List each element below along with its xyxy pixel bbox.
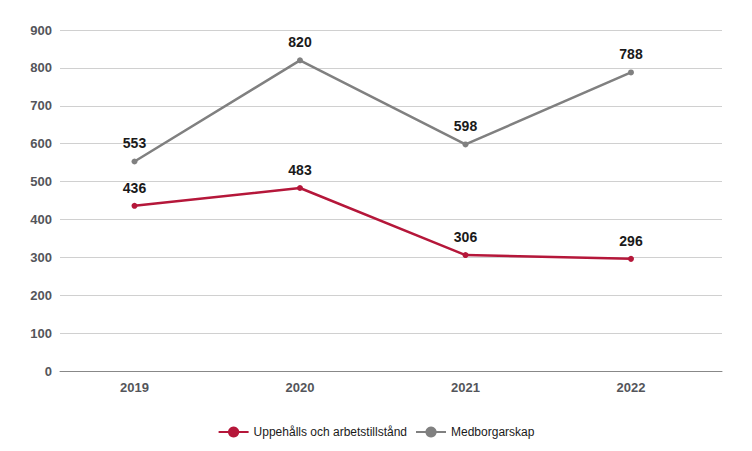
svg-text:820: 820 [288,34,312,50]
svg-text:0: 0 [45,364,52,379]
svg-text:436: 436 [123,180,147,196]
svg-text:800: 800 [30,60,52,75]
svg-text:900: 900 [30,23,52,38]
svg-text:296: 296 [619,233,643,249]
svg-text:2021: 2021 [451,380,480,395]
svg-text:Medborgarskap: Medborgarskap [451,425,535,439]
svg-text:306: 306 [454,229,478,245]
svg-text:600: 600 [30,136,52,151]
svg-text:Uppehålls och arbetstillstånd: Uppehålls och arbetstillstånd [254,425,407,439]
svg-text:100: 100 [30,326,52,341]
svg-text:598: 598 [454,118,478,134]
svg-text:788: 788 [619,46,643,62]
svg-text:500: 500 [30,174,52,189]
svg-text:200: 200 [30,288,52,303]
svg-text:2019: 2019 [120,380,149,395]
svg-text:553: 553 [123,135,147,151]
svg-text:2022: 2022 [617,380,646,395]
svg-text:300: 300 [30,250,52,265]
svg-text:483: 483 [288,162,312,178]
svg-text:700: 700 [30,98,52,113]
svg-text:2020: 2020 [286,380,315,395]
svg-text:400: 400 [30,212,52,227]
